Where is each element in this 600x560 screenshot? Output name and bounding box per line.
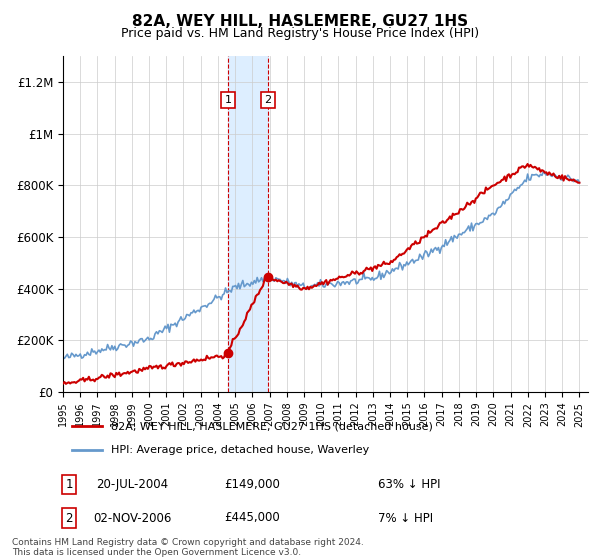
Text: 2: 2 <box>265 95 272 105</box>
Text: 1: 1 <box>224 95 232 105</box>
Text: 2: 2 <box>65 511 73 525</box>
Text: 1: 1 <box>65 478 73 491</box>
Text: Contains HM Land Registry data © Crown copyright and database right 2024.
This d: Contains HM Land Registry data © Crown c… <box>12 538 364 557</box>
Text: 63% ↓ HPI: 63% ↓ HPI <box>378 478 440 491</box>
Text: HPI: Average price, detached house, Waverley: HPI: Average price, detached house, Wave… <box>110 445 369 455</box>
Text: 82A, WEY HILL, HASLEMERE, GU27 1HS (detached house): 82A, WEY HILL, HASLEMERE, GU27 1HS (deta… <box>110 421 433 431</box>
Text: £445,000: £445,000 <box>224 511 280 525</box>
Text: 20-JUL-2004: 20-JUL-2004 <box>96 478 168 491</box>
Text: 82A, WEY HILL, HASLEMERE, GU27 1HS: 82A, WEY HILL, HASLEMERE, GU27 1HS <box>132 14 468 29</box>
Text: £149,000: £149,000 <box>224 478 280 491</box>
Text: 02-NOV-2006: 02-NOV-2006 <box>93 511 171 525</box>
Text: Price paid vs. HM Land Registry's House Price Index (HPI): Price paid vs. HM Land Registry's House … <box>121 27 479 40</box>
Bar <box>228 56 268 392</box>
Text: 7% ↓ HPI: 7% ↓ HPI <box>378 511 433 525</box>
